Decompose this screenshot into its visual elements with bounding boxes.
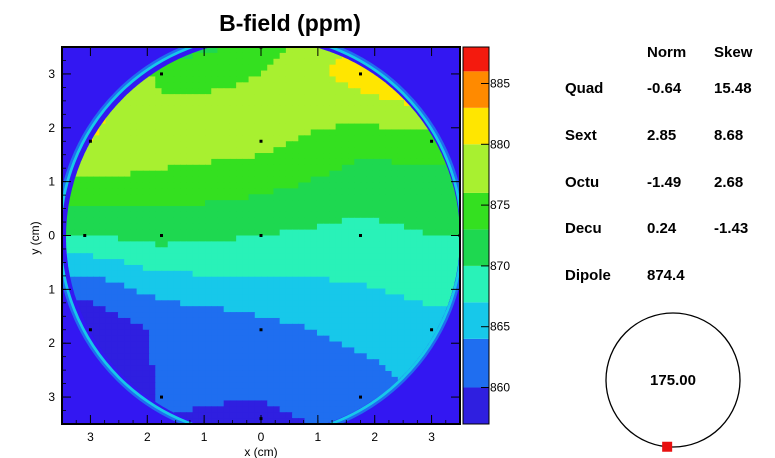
measurement-point (160, 395, 163, 399)
plot-area (62, 47, 460, 424)
multipole-quad-label: Quad (565, 80, 604, 97)
measurement-point (160, 72, 163, 76)
measurement-point (359, 72, 362, 76)
measurement-point (88, 328, 92, 332)
y-tick-label: 1 (48, 282, 55, 296)
multipole-header-skew: Skew (714, 44, 753, 61)
measurement-point (83, 234, 87, 237)
x-axis-label: x (cm) (244, 445, 277, 458)
multipole-octu-label: Octu (565, 174, 600, 191)
multipole-sext-skew: 8.68 (714, 127, 744, 144)
y-axis: 3 2 1 0 1 2 3 (48, 46, 460, 425)
x-tick-label: 1 (315, 430, 322, 444)
measurement-point (430, 328, 434, 332)
y-tick-label: 3 (48, 390, 55, 404)
measurement-point (359, 234, 362, 237)
color-bar-segment (463, 302, 489, 339)
multipole-quad-norm: -0.64 (647, 80, 682, 97)
x-axis: 3 2 1 0 1 2 3 (61, 47, 461, 444)
color-bar-label: 865 (490, 320, 510, 334)
measurement-points (83, 47, 460, 421)
multipole-dipole-norm: 874.4 (647, 267, 685, 284)
color-bar-label: 885 (490, 76, 510, 90)
measurement-point (88, 139, 92, 143)
color-bar-label: 875 (490, 198, 510, 212)
color-bar-segment (463, 47, 489, 72)
phase-marker (662, 441, 673, 452)
measurement-point (259, 234, 263, 237)
multipole-header-norm: Norm (647, 44, 687, 61)
measurement-point (430, 139, 434, 143)
y-tick-label: 2 (48, 336, 55, 350)
multipole-dipole-label: Dipole (565, 267, 611, 284)
color-bar-segment (463, 229, 489, 266)
multipole-sext-norm: 2.85 (647, 127, 677, 144)
x-tick-label: 3 (428, 430, 435, 444)
y-axis-label: y (cm) (28, 221, 42, 254)
y-tick-label: 3 (48, 67, 55, 81)
color-bar-segment (463, 387, 489, 424)
x-tick-label: 2 (144, 430, 151, 444)
multipole-decu-norm: 0.24 (647, 220, 677, 237)
color-bar-label: 880 (490, 137, 510, 151)
color-bar-segment (463, 338, 489, 388)
y-tick-label: 0 (48, 229, 55, 243)
color-bar-segment (463, 144, 489, 193)
measurement-point (259, 139, 263, 143)
multipole-octu-norm: -1.49 (647, 174, 682, 191)
x-tick-label: 0 (258, 430, 265, 444)
multipole-sext-label: Sext (565, 127, 597, 144)
y-tick-label: 1 (48, 175, 55, 189)
phase-circle-outline (605, 312, 741, 448)
chart-title: B-field (ppm) (219, 10, 361, 36)
multipole-decu-skew: -1.43 (714, 220, 749, 237)
phase-circle-value: 175.00 (650, 372, 696, 389)
color-bar-label: 860 (490, 381, 510, 395)
x-tick-label: 3 (87, 430, 94, 444)
color-bar-label: 870 (490, 259, 510, 273)
color-bar-segment (463, 107, 489, 145)
measurement-point (259, 328, 263, 332)
multipole-octu-skew: 2.68 (714, 174, 744, 191)
color-bar-segment (463, 192, 489, 230)
color-bar: 860 865 870 875 880 885 (462, 46, 510, 425)
x-tick-label: 1 (201, 430, 208, 444)
x-tick-label: 2 (371, 430, 378, 444)
measurement-point (160, 234, 163, 237)
multipole-decu-label: Decu (565, 220, 602, 237)
y-tick-label: 2 (48, 121, 55, 135)
phase-circle (605, 312, 741, 452)
multipole-quad-skew: 15.48 (714, 80, 752, 97)
measurement-point (359, 395, 362, 399)
color-bar-segment (463, 71, 489, 108)
color-bar-segment (463, 265, 489, 303)
